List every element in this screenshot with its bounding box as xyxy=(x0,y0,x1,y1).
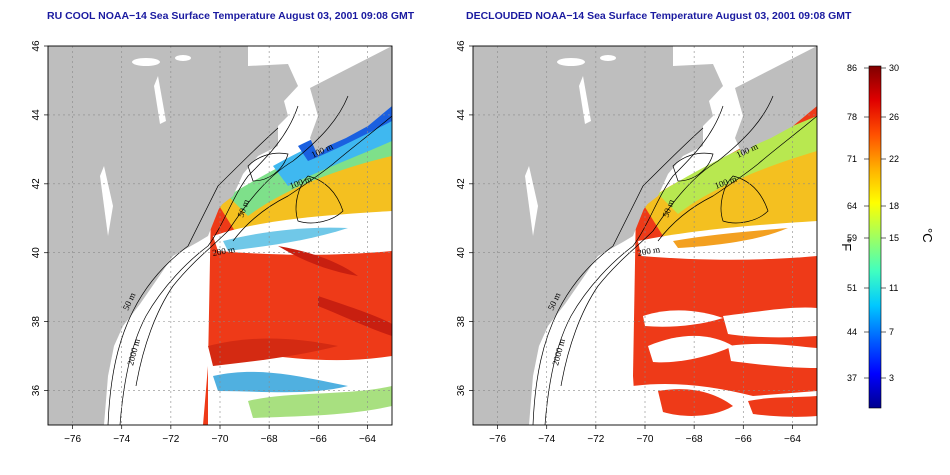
right-map-title: DECLOUDED NOAA−14 Sea Surface Temperatur… xyxy=(466,10,852,22)
latitude-tick-label: 42 xyxy=(456,178,467,190)
longitude-tick-label: −70 xyxy=(637,434,654,445)
latitude-tick-label: 46 xyxy=(456,40,467,52)
longitude-tick-label: −64 xyxy=(784,434,801,445)
longitude-tick-label: −66 xyxy=(310,434,327,445)
longitude-tick-label: −70 xyxy=(212,434,229,445)
lat-lon-grid xyxy=(473,46,817,425)
latitude-tick-label: 38 xyxy=(31,316,42,328)
bathymetry-contours xyxy=(532,95,817,425)
colorbar-label-f: 64 xyxy=(847,201,857,211)
latitude-tick-label: 42 xyxy=(31,178,42,190)
longitude-tick-label: −74 xyxy=(538,434,555,445)
latitude-tick-label: 36 xyxy=(456,385,467,397)
longitude-tick-label: −68 xyxy=(261,434,278,445)
colorbar-label-c: 7 xyxy=(889,327,894,337)
colorbar-label-f: 37 xyxy=(847,373,857,383)
longitude-tick-label: −72 xyxy=(587,434,604,445)
latitude-tick-label: 46 xyxy=(31,40,42,52)
colorbar-label-c: 30 xyxy=(889,63,899,73)
colorbar-label-c: 3 xyxy=(889,373,894,383)
sst-swath xyxy=(633,106,817,425)
longitude-tick-label: −68 xyxy=(686,434,703,445)
latitude-tick-label: 40 xyxy=(456,247,467,259)
latitude-tick-label: 40 xyxy=(31,247,42,259)
celsius-unit-label: °C xyxy=(920,228,935,243)
colorbar-fill xyxy=(868,65,882,409)
land-mass xyxy=(473,46,817,425)
colorbar-label-f: 59 xyxy=(847,233,857,243)
colorbar-label-f: 51 xyxy=(847,283,857,293)
axis-ticks: −76 −74 −72 −70 −68 −66 −64 36 38 40 42 44 46 xyxy=(456,40,801,445)
longitude-tick-label: −66 xyxy=(735,434,752,445)
longitude-tick-label: −76 xyxy=(64,434,81,445)
longitude-tick-label: −74 xyxy=(113,434,130,445)
colorbar-label-f: 78 xyxy=(847,112,857,122)
colorbar-label-c: 22 xyxy=(889,154,899,164)
bathymetry-contours xyxy=(107,95,392,425)
colorbar-label-c: 18 xyxy=(889,201,899,211)
latitude-tick-label: 38 xyxy=(456,316,467,328)
land-mass xyxy=(48,46,392,425)
colorbar-label-f: 86 xyxy=(847,63,857,73)
contour-label: 200 m xyxy=(637,244,661,258)
colorbar-label-f: 44 xyxy=(847,327,857,337)
longitude-tick-label: −72 xyxy=(162,434,179,445)
fahrenheit-unit-label: °F xyxy=(839,238,854,251)
lat-lon-grid xyxy=(48,46,392,425)
colorbar-label-c: 26 xyxy=(889,112,899,122)
latitude-tick-label: 44 xyxy=(31,109,42,121)
latitude-tick-label: 36 xyxy=(31,385,42,397)
axis-ticks: −76 −74 −72 −70 −68 −66 −64 36 38 40 42 44 46 xyxy=(31,40,376,445)
contour-label: 200 m xyxy=(212,244,236,258)
longitude-tick-label: −64 xyxy=(359,434,376,445)
colorbar-label-f: 71 xyxy=(847,154,857,164)
colorbar: 86 78 71 64 59 51 44 37 30 26 22 18 15 11 7 3 °F °C xyxy=(839,63,935,409)
latitude-tick-label: 44 xyxy=(456,109,467,121)
left-map-title: RU COOL NOAA−14 Sea Surface Temperature … xyxy=(47,10,415,22)
colorbar-label-c: 15 xyxy=(889,233,899,243)
colorbar-label-c: 11 xyxy=(889,283,898,293)
longitude-tick-label: −76 xyxy=(489,434,506,445)
